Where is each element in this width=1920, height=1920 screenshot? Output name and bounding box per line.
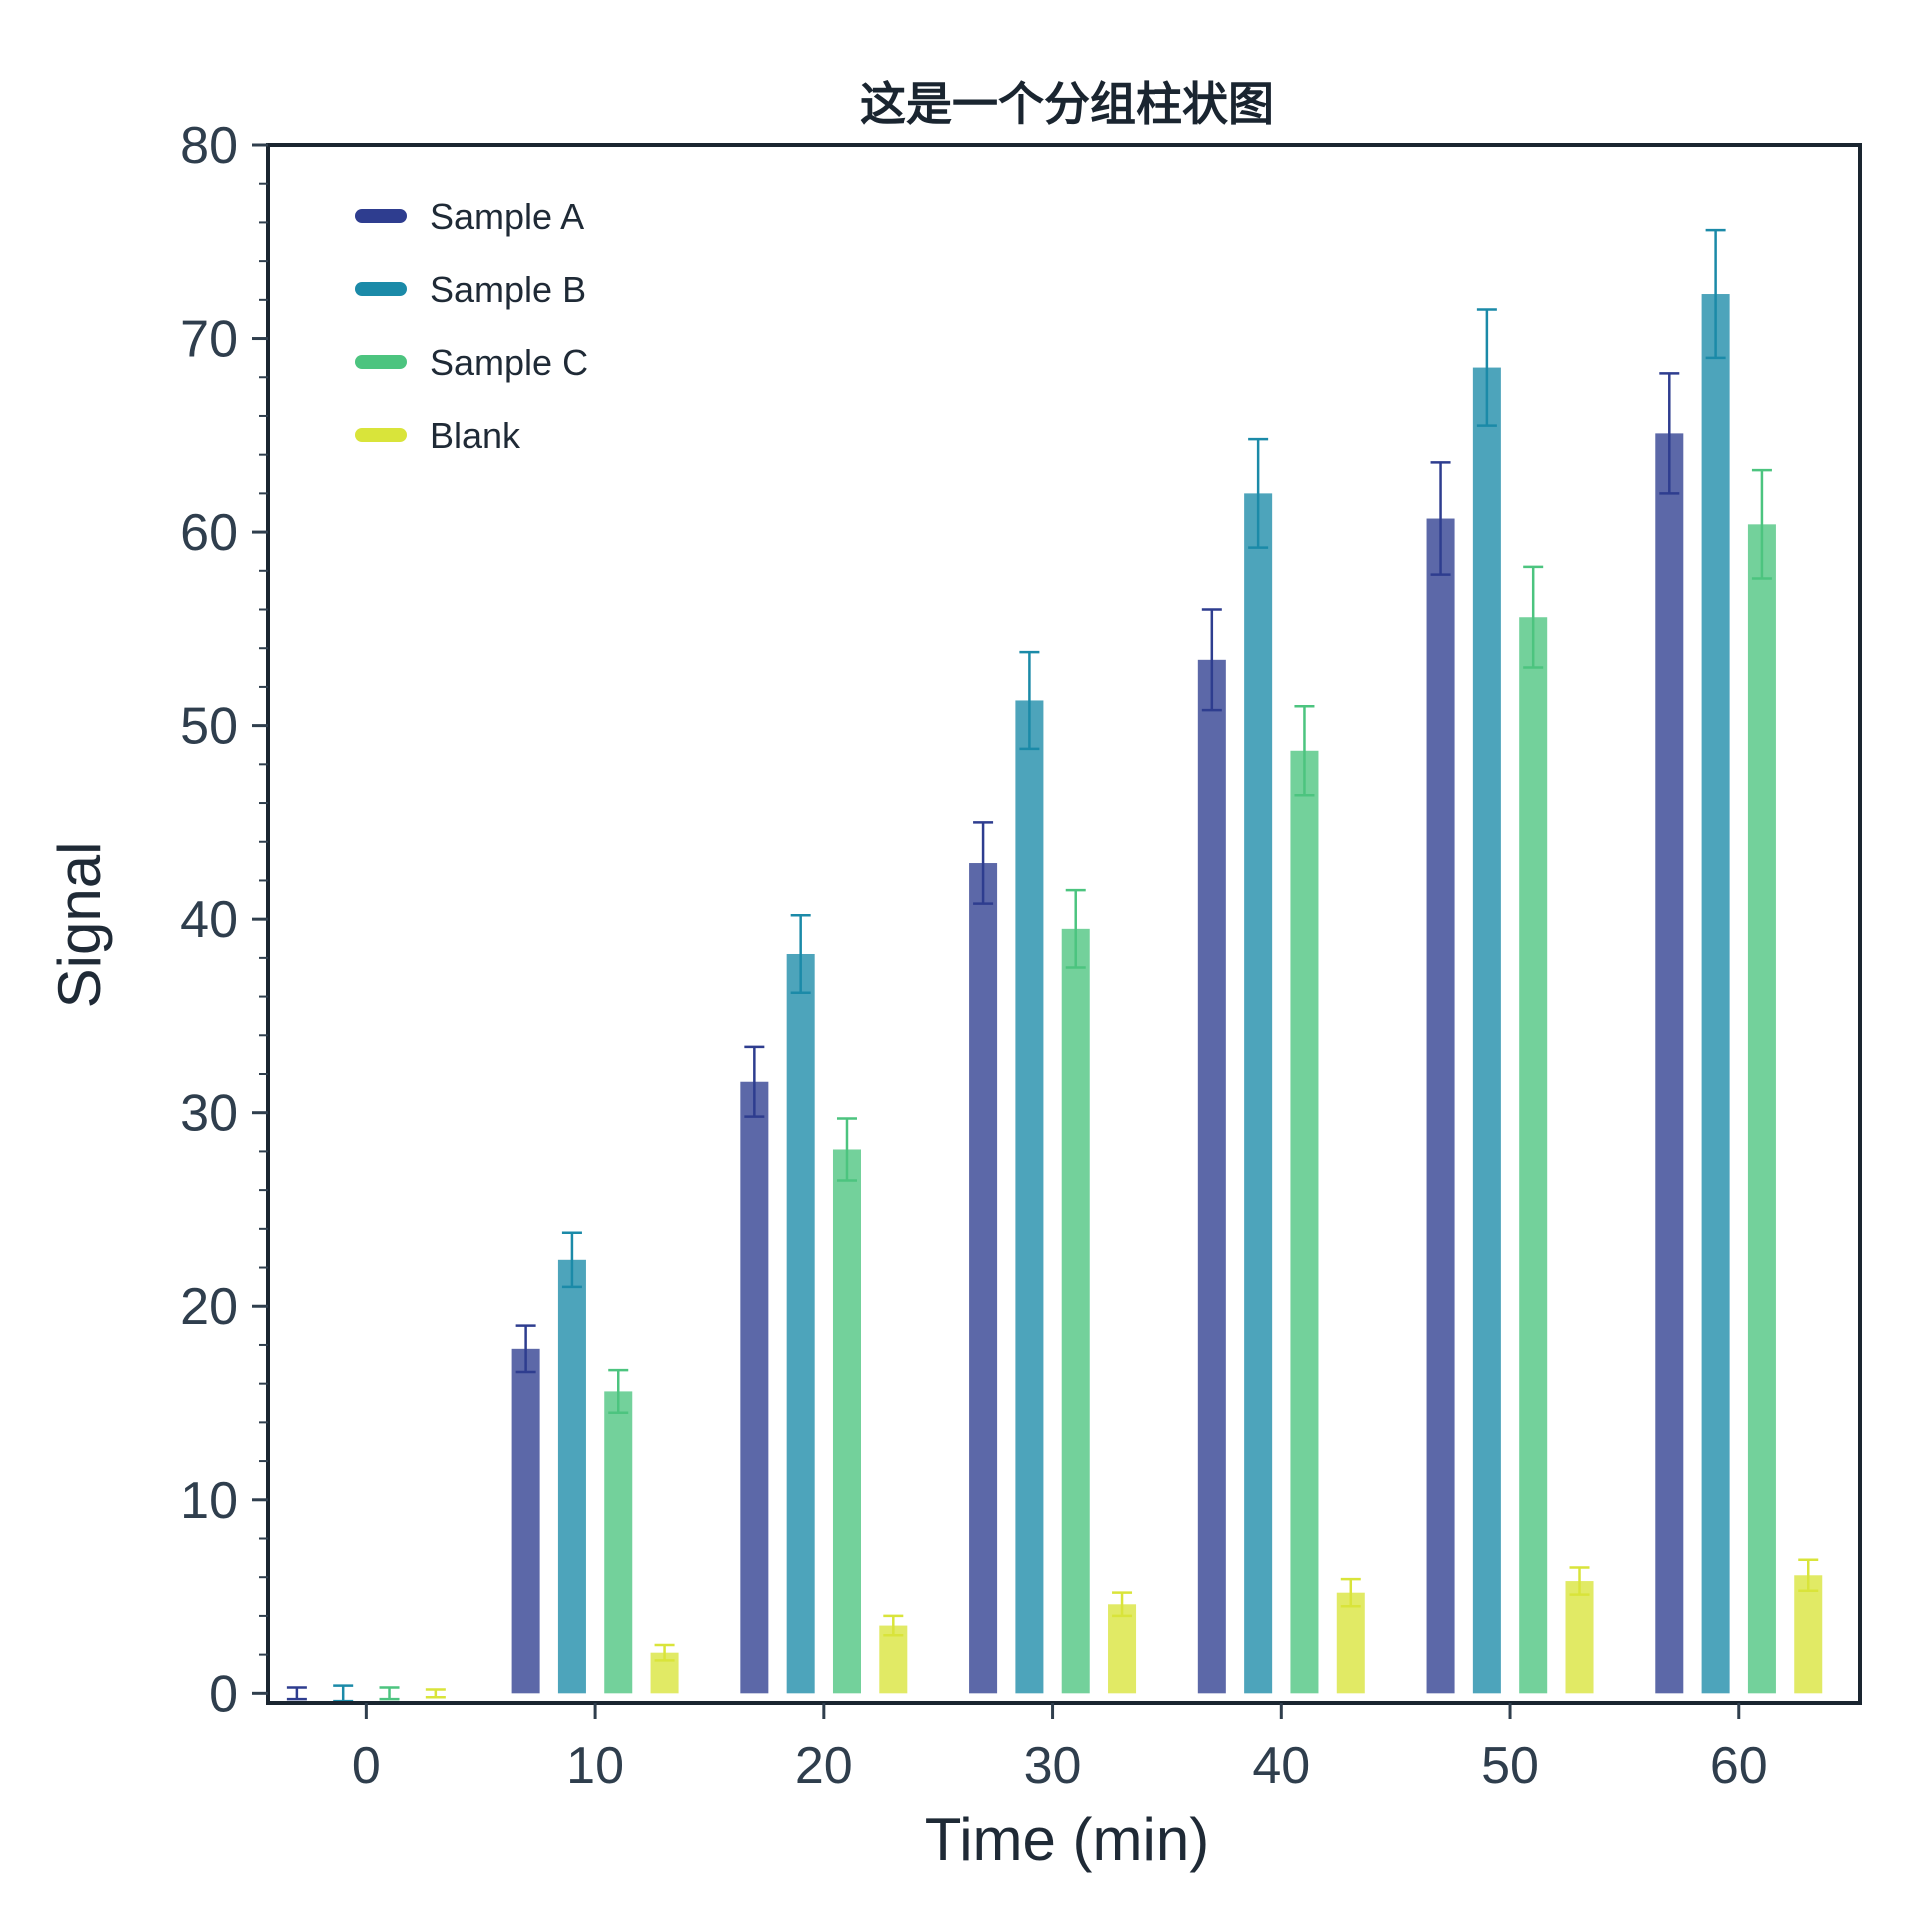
x-tick-label: 60: [1710, 1737, 1768, 1795]
bar: [511, 1348, 540, 1694]
bar: [1015, 700, 1044, 1694]
x-tick-label: 40: [1252, 1737, 1310, 1795]
bar: [557, 1259, 586, 1694]
error-bar: [1340, 1577, 1361, 1608]
error-bar: [1248, 437, 1269, 549]
y-axis-title: Signal: [46, 842, 113, 1009]
error-bar: [1751, 468, 1772, 580]
bar: [1794, 1575, 1823, 1694]
error-bar: [1705, 228, 1726, 360]
x-tick-label: 10: [566, 1737, 624, 1795]
bar: [1655, 433, 1684, 1694]
y-tick-label: 80: [180, 117, 238, 175]
plot-frame: [266, 143, 1862, 1705]
bar: [1472, 367, 1501, 1694]
y-tick-label: 70: [180, 311, 238, 369]
error-bar: [654, 1643, 675, 1662]
x-tick-label: 0: [352, 1737, 381, 1795]
error-bar: [1569, 1566, 1590, 1596]
error-bar: [608, 1368, 629, 1414]
legend-label: Sample B: [430, 269, 586, 310]
bar: [1336, 1592, 1365, 1694]
y-tick-label: 20: [180, 1278, 238, 1336]
chart-title: 这是一个分组柱状图: [860, 77, 1274, 131]
error-bar: [515, 1324, 536, 1374]
error-bar: [1112, 1591, 1133, 1618]
legend-label: Sample C: [430, 342, 588, 383]
error-bar: [1798, 1558, 1819, 1592]
error-bar: [379, 1686, 400, 1701]
bar: [1290, 750, 1319, 1694]
error-bar: [790, 914, 811, 994]
bar: [1244, 493, 1273, 1694]
error-bar: [1659, 372, 1680, 495]
bars-layer: [511, 294, 1823, 1694]
bar: [1197, 659, 1226, 1694]
error-bar: [333, 1684, 354, 1703]
error-bar: [1476, 308, 1497, 427]
bar: [604, 1391, 633, 1694]
error-bars-layer: [286, 228, 1819, 1703]
legend-label: Sample A: [430, 196, 584, 237]
error-bar: [1523, 565, 1544, 669]
error-bar: [1294, 705, 1315, 797]
bar: [1061, 928, 1090, 1694]
y-tick-label: 60: [180, 504, 238, 562]
bar: [1426, 518, 1455, 1694]
y-tick-label: 40: [180, 891, 238, 949]
error-bar: [836, 1117, 857, 1182]
bar: [740, 1081, 769, 1694]
legend-label: Blank: [430, 415, 521, 456]
x-tick-label: 30: [1024, 1737, 1082, 1795]
bar: [1519, 617, 1548, 1694]
bar: [832, 1149, 861, 1694]
bar: [1701, 294, 1730, 1694]
legend: Sample A Sample B Sample C Blank: [355, 196, 588, 456]
y-tick-label: 10: [180, 1472, 238, 1530]
error-bar: [1019, 650, 1040, 751]
y-tick-label: 0: [209, 1665, 238, 1723]
error-bar: [1201, 608, 1222, 712]
error-bar: [286, 1686, 307, 1701]
bar: [1747, 524, 1776, 1694]
bar: [969, 863, 998, 1694]
y-tick-label: 50: [180, 698, 238, 756]
error-bar: [561, 1231, 582, 1289]
bar: [1565, 1581, 1594, 1694]
error-bar: [1430, 461, 1451, 576]
axes-layer: 0 10 20 30 40 50 60 70 80 0 10 20 30 40 50 60: [180, 117, 1862, 1795]
bar: [879, 1625, 908, 1694]
bar: [1108, 1604, 1137, 1694]
x-tick-label: 50: [1481, 1737, 1539, 1795]
error-bar: [1065, 888, 1086, 969]
bar: [786, 953, 815, 1694]
error-bar: [744, 1045, 765, 1118]
error-bar: [973, 821, 994, 905]
error-bar: [883, 1614, 904, 1637]
x-axis-title: Time (min): [925, 1806, 1209, 1873]
x-tick-label: 20: [795, 1737, 853, 1795]
error-bar: [425, 1688, 446, 1699]
y-tick-label: 30: [180, 1085, 238, 1143]
